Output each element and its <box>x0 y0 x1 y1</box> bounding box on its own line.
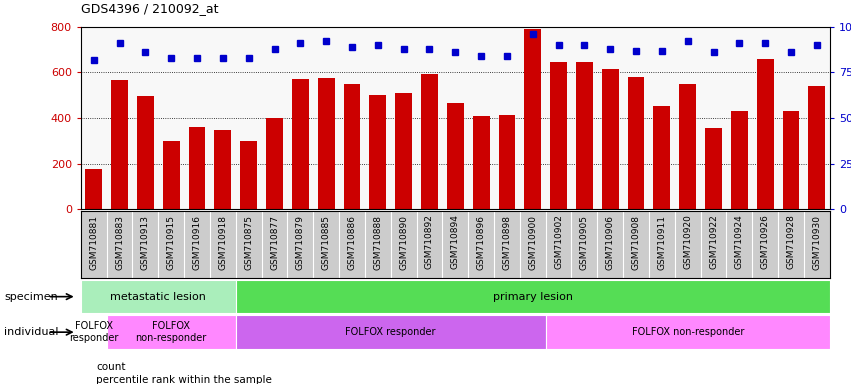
Text: GSM710916: GSM710916 <box>192 215 202 270</box>
Bar <box>576 62 593 209</box>
Text: GSM710898: GSM710898 <box>502 215 511 270</box>
Bar <box>628 77 644 209</box>
Bar <box>447 103 464 209</box>
Text: individual: individual <box>4 327 59 337</box>
Bar <box>81 315 106 349</box>
Bar <box>81 280 236 313</box>
Bar <box>808 86 825 209</box>
Bar <box>524 29 541 209</box>
Text: GSM710926: GSM710926 <box>761 215 769 270</box>
Text: GSM710924: GSM710924 <box>735 215 744 269</box>
Text: GSM710906: GSM710906 <box>606 215 614 270</box>
Bar <box>602 69 619 209</box>
Bar <box>551 62 567 209</box>
Text: GSM710885: GSM710885 <box>322 215 331 270</box>
Bar <box>472 116 489 209</box>
Bar <box>344 84 360 209</box>
Text: GSM710875: GSM710875 <box>244 215 254 270</box>
Bar <box>111 81 128 209</box>
Bar <box>292 79 309 209</box>
Text: GSM710911: GSM710911 <box>657 215 666 270</box>
Bar <box>317 78 334 209</box>
Text: GSM710905: GSM710905 <box>580 215 589 270</box>
Text: GSM710890: GSM710890 <box>399 215 408 270</box>
Text: GDS4396 / 210092_at: GDS4396 / 210092_at <box>81 2 219 15</box>
Text: GSM710881: GSM710881 <box>89 215 98 270</box>
Text: GSM710922: GSM710922 <box>709 215 718 269</box>
Bar <box>189 127 205 209</box>
Bar <box>499 115 516 209</box>
Text: FOLFOX
non-responder: FOLFOX non-responder <box>135 321 207 343</box>
Text: metastatic lesion: metastatic lesion <box>111 291 206 302</box>
Text: percentile rank within the sample: percentile rank within the sample <box>96 375 272 384</box>
Text: GSM710900: GSM710900 <box>528 215 537 270</box>
Text: GSM710894: GSM710894 <box>451 215 460 270</box>
Text: GSM710896: GSM710896 <box>477 215 486 270</box>
Bar <box>757 59 774 209</box>
Text: GSM710915: GSM710915 <box>167 215 175 270</box>
Bar <box>369 95 386 209</box>
Text: GSM710908: GSM710908 <box>631 215 641 270</box>
Bar <box>545 315 830 349</box>
Text: primary lesion: primary lesion <box>493 291 573 302</box>
Bar <box>106 315 236 349</box>
Text: GSM710928: GSM710928 <box>786 215 796 270</box>
Bar <box>236 280 830 313</box>
Text: GSM710918: GSM710918 <box>219 215 227 270</box>
Text: FOLFOX non-responder: FOLFOX non-responder <box>631 327 744 337</box>
Text: FOLFOX
responder: FOLFOX responder <box>69 321 118 343</box>
Bar <box>163 141 180 209</box>
Bar <box>85 169 102 209</box>
Text: GSM710883: GSM710883 <box>115 215 124 270</box>
Text: count: count <box>96 362 126 372</box>
Text: GSM710913: GSM710913 <box>141 215 150 270</box>
Bar <box>654 106 671 209</box>
Bar <box>137 96 154 209</box>
Text: GSM710920: GSM710920 <box>683 215 692 270</box>
Bar <box>395 93 412 209</box>
Text: GSM710930: GSM710930 <box>813 215 821 270</box>
Bar <box>236 315 545 349</box>
Bar <box>421 74 438 209</box>
Bar <box>731 111 748 209</box>
Text: GSM710892: GSM710892 <box>425 215 434 270</box>
Bar <box>240 141 257 209</box>
Text: GSM710877: GSM710877 <box>270 215 279 270</box>
Text: GSM710886: GSM710886 <box>347 215 357 270</box>
Text: GSM710879: GSM710879 <box>296 215 305 270</box>
Bar <box>266 118 283 209</box>
Bar <box>214 130 231 209</box>
Text: specimen: specimen <box>4 291 58 302</box>
Bar <box>783 111 799 209</box>
Bar <box>705 128 722 209</box>
Text: GSM710902: GSM710902 <box>554 215 563 270</box>
Text: GSM710888: GSM710888 <box>374 215 382 270</box>
Bar <box>679 84 696 209</box>
Text: FOLFOX responder: FOLFOX responder <box>346 327 436 337</box>
